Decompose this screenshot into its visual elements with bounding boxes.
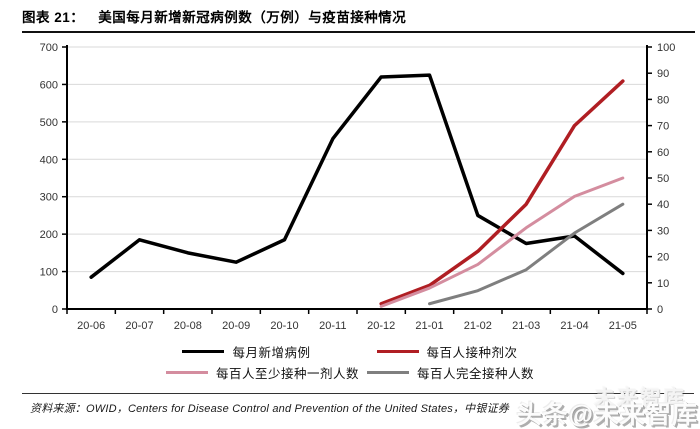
source-text: OWID，Centers for Disease Control and Pre… [86, 403, 509, 415]
svg-text:40: 40 [657, 199, 669, 211]
svg-text:21-02: 21-02 [464, 320, 492, 332]
svg-text:50: 50 [657, 173, 669, 185]
legend-swatch-black [182, 349, 225, 354]
legend-item-fully-vaccinated: 每百人完全接种人数 [367, 363, 534, 382]
svg-text:80: 80 [657, 94, 669, 106]
svg-text:20-10: 20-10 [270, 320, 298, 332]
figure-header: 图表 21： 美国每月新增新冠病例数（万例）与疫苗接种情况 [22, 6, 695, 33]
source-footer: 资料来源：OWID，Centers for Disease Control an… [22, 393, 694, 417]
legend-swatch-red [376, 349, 419, 354]
chart-canvas: 0 100 200 300 400 500 600 700 0 10 20 30 40 50 60 70 80 9… [40, 42, 676, 332]
svg-text:700: 700 [40, 42, 58, 54]
legend-label: 每百人完全接种人数 [417, 367, 535, 381]
svg-text:60: 60 [657, 147, 669, 159]
svg-text:21-03: 21-03 [512, 320, 540, 332]
page-title: 图表 21： 美国每月新增新冠病例数（万例）与疫苗接种情况 [22, 6, 695, 26]
legend-item-at-least-one-dose: 每百人至少接种一剂人数 [165, 363, 359, 382]
svg-text:30: 30 [657, 225, 669, 237]
svg-text:0: 0 [657, 304, 663, 316]
figure-number: 图表 21： [22, 10, 85, 25]
svg-text:21-05: 21-05 [609, 320, 637, 332]
chart-legend: 每月新增病例 每百人接种剂次 每百人至少接种一剂人数 每百人完全接种人数 [0, 341, 700, 383]
figure-title: 美国每月新增新冠病例数（万例）与疫苗接种情况 [98, 10, 407, 25]
svg-text:400: 400 [40, 154, 58, 166]
svg-text:200: 200 [40, 229, 58, 241]
svg-text:21-01: 21-01 [415, 320, 443, 332]
svg-text:600: 600 [40, 79, 58, 91]
svg-text:20-06: 20-06 [77, 320, 105, 332]
legend-swatch-pink [165, 370, 208, 375]
svg-text:0: 0 [52, 304, 58, 316]
svg-text:20-11: 20-11 [319, 320, 346, 332]
legend-item-monthly-new-cases: 每月新增病例 [182, 342, 310, 361]
legend-label: 每月新增病例 [232, 346, 311, 360]
svg-text:100: 100 [40, 267, 58, 279]
svg-text:100: 100 [657, 42, 675, 54]
svg-text:20-12: 20-12 [367, 320, 395, 332]
svg-text:20: 20 [657, 252, 669, 264]
source-label: 资料来源： [30, 403, 86, 415]
svg-text:20-09: 20-09 [222, 320, 250, 332]
legend-swatch-gray [367, 370, 409, 375]
svg-text:300: 300 [40, 192, 58, 204]
svg-text:70: 70 [657, 121, 669, 133]
svg-text:21-04: 21-04 [560, 320, 588, 332]
svg-text:20-07: 20-07 [125, 320, 153, 332]
svg-text:10: 10 [657, 278, 669, 290]
title-divider [22, 31, 695, 33]
svg-text:500: 500 [40, 117, 58, 129]
legend-label: 每百人至少接种一剂人数 [215, 367, 359, 381]
legend-item-doses-per-100: 每百人接种剂次 [376, 342, 518, 361]
legend-label: 每百人接种剂次 [426, 346, 518, 360]
svg-text:20-08: 20-08 [174, 320, 202, 332]
svg-text:90: 90 [657, 68, 669, 80]
